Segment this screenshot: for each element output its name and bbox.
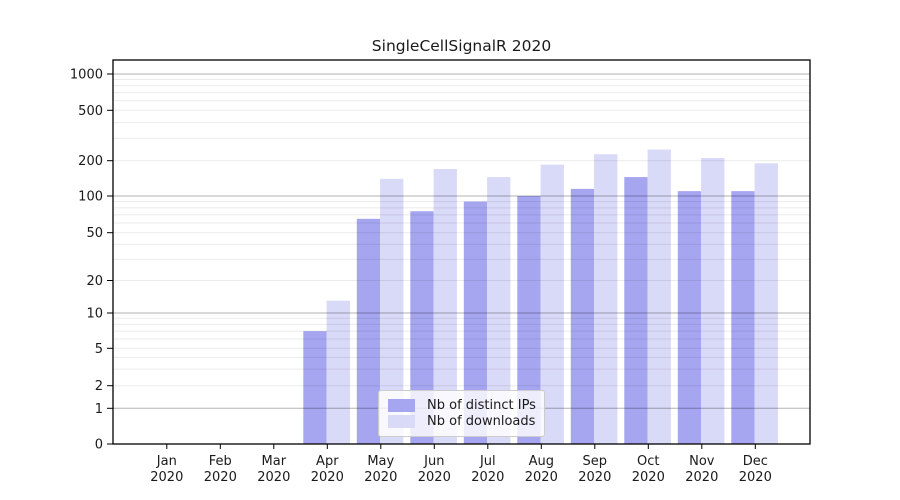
x-tick-label: Jun 2020 xyxy=(418,454,451,485)
bar-distinct-ips xyxy=(624,177,648,444)
x-tick-label: May 2020 xyxy=(364,454,397,485)
bar-distinct-ips xyxy=(356,218,381,444)
bar-downloads xyxy=(487,177,511,444)
y-tick-label: 20 xyxy=(86,274,103,289)
legend-item-downloads: Nb of downloads xyxy=(388,414,535,429)
chart-title: SingleCellSignalR 2020 xyxy=(371,37,552,55)
bar-downloads xyxy=(701,158,725,444)
bar-distinct-ips xyxy=(731,191,755,444)
bar-downloads xyxy=(594,154,618,444)
y-tick-label: 2 xyxy=(95,379,103,394)
y-tick-label: 5 xyxy=(95,342,103,357)
plot-border xyxy=(112,59,811,445)
x-tick-label: Jan 2020 xyxy=(150,454,183,485)
bar-downloads xyxy=(754,163,778,444)
x-tick-label: Dec 2020 xyxy=(739,454,772,485)
bar-distinct-ips xyxy=(677,191,702,444)
legend-label: Nb of downloads xyxy=(427,414,536,430)
bar-distinct-ips xyxy=(463,201,488,444)
legend-swatch-distinct-ips xyxy=(388,398,415,412)
y-tick-label: 500 xyxy=(78,104,103,119)
bar-downloads xyxy=(433,168,457,444)
bar-downloads xyxy=(326,300,350,444)
legend: Nb of distinct IPs Nb of downloads xyxy=(378,390,545,437)
bar-distinct-ips xyxy=(303,331,327,444)
x-tick-label: Apr 2020 xyxy=(311,454,344,485)
bar-distinct-ips xyxy=(570,188,595,444)
y-tick-label: 0 xyxy=(95,438,103,453)
bar-downloads xyxy=(540,164,564,445)
legend-item-distinct-ips: Nb of distinct IPs xyxy=(388,397,536,413)
bar-downloads xyxy=(380,178,404,444)
y-tick-label: 100 xyxy=(78,190,103,205)
legend-label: Nb of distinct IPs xyxy=(427,397,536,413)
bar-distinct-ips xyxy=(410,211,434,444)
x-tick-label: Nov 2020 xyxy=(685,454,718,485)
x-tick-label: Feb 2020 xyxy=(204,454,237,485)
bar-distinct-ips xyxy=(517,196,541,444)
x-tick-label: Mar 2020 xyxy=(257,454,290,485)
x-tick-label: Oct 2020 xyxy=(632,454,665,485)
bar-downloads xyxy=(647,149,671,445)
y-tick-label: 200 xyxy=(78,154,103,169)
legend-swatch-downloads xyxy=(388,415,415,429)
y-tick-label: 1 xyxy=(95,402,103,417)
y-tick-label: 1000 xyxy=(70,68,103,83)
x-tick-label: Sep 2020 xyxy=(578,454,611,485)
y-tick-label: 10 xyxy=(86,307,103,322)
x-tick-label: Aug 2020 xyxy=(525,454,558,485)
x-tick-label: Jul 2020 xyxy=(471,454,504,485)
y-tick-label: 50 xyxy=(86,226,103,241)
